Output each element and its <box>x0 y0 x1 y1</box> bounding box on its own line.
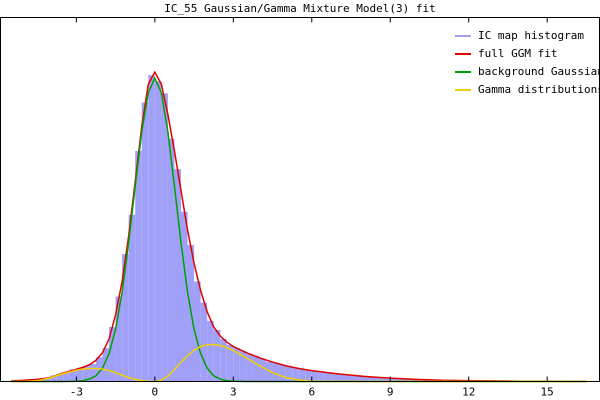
histogram-bar <box>148 75 155 382</box>
histogram-bar <box>396 378 404 382</box>
x-tick-label: 9 <box>387 386 394 399</box>
histogram-bar <box>409 379 417 382</box>
histogram-bar <box>180 211 188 382</box>
legend-label: full GGM fit <box>478 47 557 60</box>
histogram-bar <box>76 367 83 382</box>
histogram-bar <box>63 372 70 382</box>
histogram-bar <box>344 375 352 382</box>
histogram-bar <box>174 169 181 382</box>
x-tick-label: 12 <box>462 386 475 399</box>
histogram-bar <box>252 355 260 382</box>
x-tick-label: 0 <box>152 386 159 399</box>
histogram-bar <box>141 102 149 382</box>
histogram-bar <box>194 281 201 382</box>
histogram-bar <box>351 376 358 382</box>
histogram-bar <box>383 378 391 382</box>
histogram-bar <box>239 351 247 382</box>
histogram-bar <box>279 364 286 382</box>
histogram-bar <box>109 326 116 382</box>
legend-label: background Gaussian <box>478 65 600 78</box>
histogram-bar <box>272 363 280 382</box>
histogram-bar <box>43 377 51 382</box>
histogram-bar <box>115 296 123 382</box>
histogram-bar <box>298 369 306 382</box>
histogram-bar <box>403 379 410 382</box>
histogram-bar <box>318 372 325 382</box>
histogram-bar <box>324 373 332 382</box>
histogram-bar <box>161 93 168 382</box>
x-tick-label: 6 <box>308 386 315 399</box>
histogram-bar <box>422 379 430 382</box>
histogram-bar <box>56 374 64 382</box>
histogram-bar <box>370 377 378 382</box>
histogram-bar <box>89 363 96 382</box>
histogram-bar <box>377 377 384 382</box>
histogram-bar <box>207 320 214 382</box>
histogram-bar <box>226 345 234 382</box>
histogram-bar <box>246 354 253 382</box>
histogram-bar <box>337 374 345 382</box>
histogram-bar <box>285 366 293 382</box>
histogram-bar <box>50 375 57 382</box>
histogram-bar <box>200 302 208 382</box>
histogram-bar <box>390 378 397 382</box>
histogram-bar <box>69 369 77 382</box>
fit-line <box>10 70 587 383</box>
histogram-bar <box>220 339 227 382</box>
x-tick-label: 3 <box>230 386 237 399</box>
histogram-bar <box>311 371 319 382</box>
histogram-bar <box>331 373 338 382</box>
histogram-bar <box>364 376 371 382</box>
x-tick-label: -3 <box>70 386 83 399</box>
histogram-bar <box>416 379 423 382</box>
histogram-bar <box>154 81 162 382</box>
legend-label: Gamma distributions <box>478 83 600 96</box>
chart-title: IC_55 Gaussian/Gamma Mixture Model(3) fi… <box>164 2 436 15</box>
histogram-bar <box>167 138 175 382</box>
histogram-bar <box>82 366 90 382</box>
histogram-bar <box>292 367 299 382</box>
histogram-bar <box>305 370 312 382</box>
x-tick-label: 15 <box>541 386 554 399</box>
histogram-bar <box>357 376 365 382</box>
histogram-bar <box>213 329 221 382</box>
histogram-bar <box>122 254 129 382</box>
legend-label: IC map histogram <box>478 29 584 42</box>
fit-line <box>10 76 587 383</box>
histogram-bar <box>135 150 142 382</box>
histogram-bar <box>102 348 110 382</box>
histogram-bar <box>128 214 136 382</box>
histogram-bar <box>233 348 240 382</box>
histogram-bar <box>259 358 266 382</box>
